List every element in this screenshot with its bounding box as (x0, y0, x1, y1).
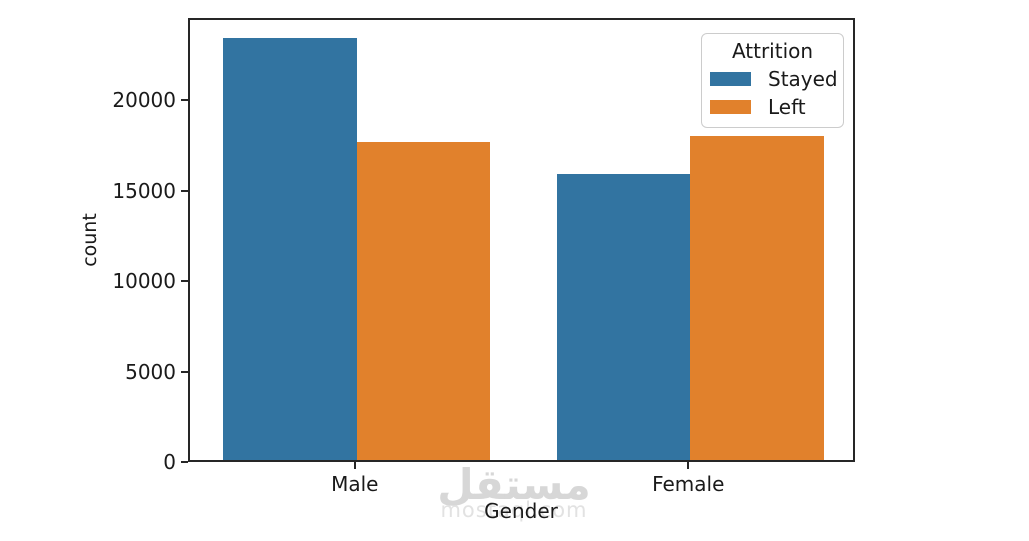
bar-male-left (356, 141, 491, 460)
bar-male-stayed (223, 37, 357, 460)
y-tick-mark (181, 280, 188, 283)
legend-entry-label: Left (768, 95, 806, 119)
bar-female-stayed (556, 174, 691, 460)
legend-swatch-stayed-icon (710, 72, 751, 86)
legend-title: Attrition (731, 39, 814, 63)
legend-swatch-left-icon (710, 100, 751, 114)
legend-entry-stayed: Stayed (710, 67, 838, 91)
y-tick-label: 5000 (125, 359, 176, 384)
y-tick-label: 0 (163, 450, 176, 474)
legend-entry-left: Left (710, 96, 835, 118)
bar-female-left (690, 136, 824, 460)
y-tick-mark (181, 189, 188, 192)
y-axis-title: count (79, 213, 101, 267)
legend: Attrition Stayed Left (701, 33, 844, 128)
y-tick-mark (181, 99, 188, 102)
y-tick-mark (181, 370, 188, 373)
legend-entry-label: Stayed (768, 67, 838, 91)
y-tick-label: 10000 (112, 269, 176, 294)
x-tick-label: Male (331, 472, 379, 496)
x-tick-mark (687, 462, 690, 469)
plot-area: Attrition Stayed Left (188, 18, 855, 462)
x-tick-mark (353, 462, 356, 469)
y-tick-mark (181, 461, 188, 463)
y-tick-label: 15000 (112, 178, 176, 203)
x-tick-label: Female (652, 472, 725, 496)
legend-entries: Stayed Left (710, 67, 838, 118)
x-axis-title: Gender (484, 499, 558, 523)
y-tick-label: 20000 (112, 88, 176, 113)
